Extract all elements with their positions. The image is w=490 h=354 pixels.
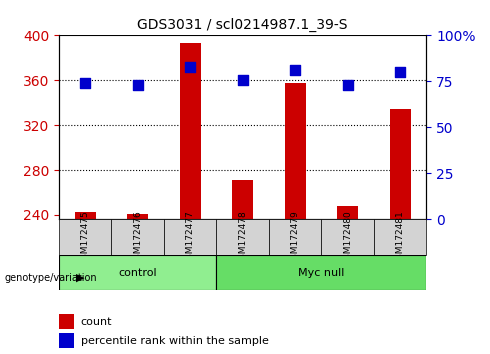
Bar bbox=[179, 43, 200, 219]
Text: genotype/variation: genotype/variation bbox=[5, 273, 98, 283]
Bar bbox=[59, 333, 74, 348]
Text: GSM172477: GSM172477 bbox=[186, 210, 195, 264]
Point bbox=[239, 77, 246, 82]
Bar bbox=[285, 82, 306, 219]
Text: GSM172479: GSM172479 bbox=[291, 210, 299, 264]
Text: GSM172480: GSM172480 bbox=[343, 210, 352, 264]
Bar bbox=[59, 314, 74, 329]
Text: GSM172478: GSM172478 bbox=[238, 210, 247, 264]
Text: count: count bbox=[81, 316, 112, 327]
Text: GSM172476: GSM172476 bbox=[133, 210, 142, 264]
Point bbox=[81, 80, 89, 86]
Point bbox=[134, 82, 142, 88]
Text: GSM172481: GSM172481 bbox=[395, 210, 405, 264]
Point bbox=[396, 69, 404, 75]
FancyBboxPatch shape bbox=[59, 255, 216, 290]
FancyBboxPatch shape bbox=[59, 219, 111, 255]
FancyBboxPatch shape bbox=[374, 219, 426, 255]
Text: Myc null: Myc null bbox=[298, 268, 344, 278]
Text: GSM172475: GSM172475 bbox=[80, 210, 90, 264]
FancyBboxPatch shape bbox=[216, 255, 426, 290]
Point bbox=[343, 82, 351, 88]
FancyBboxPatch shape bbox=[216, 219, 269, 255]
Title: GDS3031 / scl0214987.1_39-S: GDS3031 / scl0214987.1_39-S bbox=[137, 17, 348, 32]
FancyBboxPatch shape bbox=[269, 219, 321, 255]
Point bbox=[291, 68, 299, 73]
Bar bbox=[232, 180, 253, 219]
FancyBboxPatch shape bbox=[111, 219, 164, 255]
Bar bbox=[127, 214, 148, 219]
Bar bbox=[337, 206, 358, 219]
Bar bbox=[74, 212, 96, 219]
Point bbox=[186, 64, 194, 69]
Bar bbox=[390, 109, 411, 219]
FancyBboxPatch shape bbox=[164, 219, 216, 255]
Text: ▶: ▶ bbox=[76, 273, 84, 283]
Text: percentile rank within the sample: percentile rank within the sample bbox=[81, 336, 269, 346]
Text: control: control bbox=[118, 268, 157, 278]
FancyBboxPatch shape bbox=[321, 219, 374, 255]
